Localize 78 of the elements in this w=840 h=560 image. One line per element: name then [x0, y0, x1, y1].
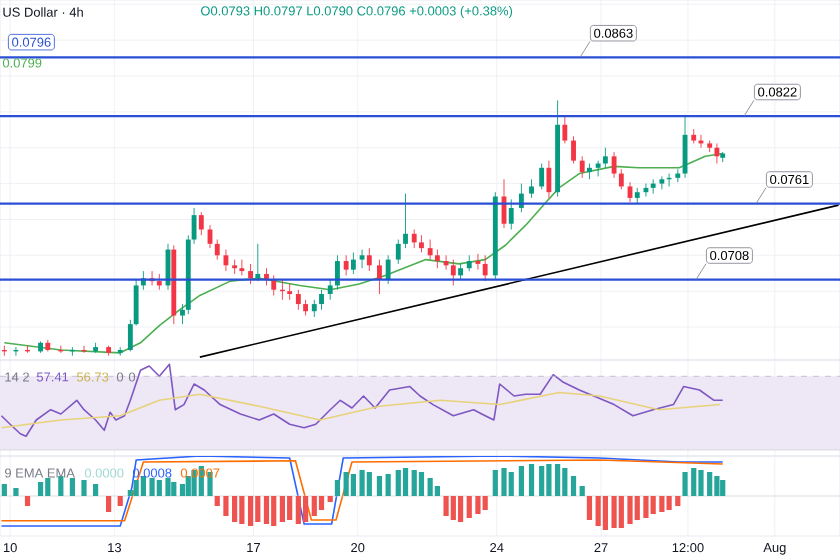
bar: [279, 496, 286, 523]
bar: [327, 496, 333, 503]
candlestick: [434, 249, 440, 269]
candlestick: [377, 259, 382, 295]
bar: [287, 496, 293, 521]
bar: [418, 472, 425, 497]
bar: [359, 470, 365, 497]
bar: [92, 484, 99, 497]
candlestick: [239, 259, 245, 276]
candlestick: [248, 263, 253, 285]
bar: [334, 480, 341, 497]
bar: [239, 496, 245, 525]
bar: [682, 472, 688, 497]
candlestick: [295, 289, 301, 311]
bar: [385, 474, 391, 497]
candlestick: [403, 193, 408, 249]
bar: [302, 496, 309, 523]
bar: [518, 466, 524, 497]
bar: [650, 496, 656, 515]
bar: [318, 496, 325, 511]
candlestick: [395, 239, 401, 265]
candlestick: [595, 160, 601, 177]
bar: [395, 470, 401, 497]
candlestick: [385, 254, 391, 285]
bar: [295, 496, 301, 525]
candlestick: [450, 259, 456, 286]
candlestick: [411, 229, 417, 249]
candlestick: [214, 239, 220, 261]
bar: [627, 496, 633, 525]
candlestick: [529, 178, 534, 199]
bar: [666, 496, 672, 511]
candlestick: [327, 279, 333, 301]
candlestick: [618, 168, 624, 190]
candlestick: [714, 142, 720, 164]
bar: [586, 496, 593, 521]
bar: [475, 496, 481, 515]
bar: [411, 470, 417, 497]
bar: [271, 496, 277, 527]
bar: [659, 496, 665, 513]
bar: [223, 496, 229, 517]
bar: [450, 496, 456, 521]
bar: [427, 478, 433, 497]
candlestick: [359, 249, 365, 269]
bar: [247, 496, 254, 527]
candlestick: [287, 283, 293, 301]
candlestick: [562, 115, 568, 144]
bar: [595, 496, 601, 527]
candlestick: [602, 147, 608, 169]
bar: [376, 476, 383, 497]
candlestick: [343, 254, 349, 276]
bar: [443, 496, 449, 517]
candlestick: [659, 175, 665, 190]
candlestick: [508, 198, 514, 230]
bar: [501, 468, 507, 497]
bar: [528, 464, 535, 497]
bar: [698, 470, 704, 497]
bar: [714, 476, 720, 497]
bar: [434, 486, 440, 497]
candlestick: [198, 211, 204, 236]
bar: [643, 496, 649, 519]
bar: [311, 496, 317, 517]
bar: [675, 496, 681, 507]
bar: [611, 496, 617, 529]
bar: [562, 468, 568, 497]
candlestick: [427, 239, 433, 261]
bar: [402, 468, 409, 497]
bar: [81, 480, 87, 497]
bar: [263, 496, 270, 525]
candlestick: [611, 151, 617, 179]
candlestick: [443, 254, 449, 271]
bar: [343, 472, 349, 497]
bar: [255, 496, 261, 523]
candlestick: [271, 274, 277, 296]
candlestick: [255, 243, 261, 282]
bar: [457, 496, 464, 523]
candlestick: [335, 254, 340, 291]
candlestick: [319, 289, 324, 311]
bar: [508, 472, 514, 497]
